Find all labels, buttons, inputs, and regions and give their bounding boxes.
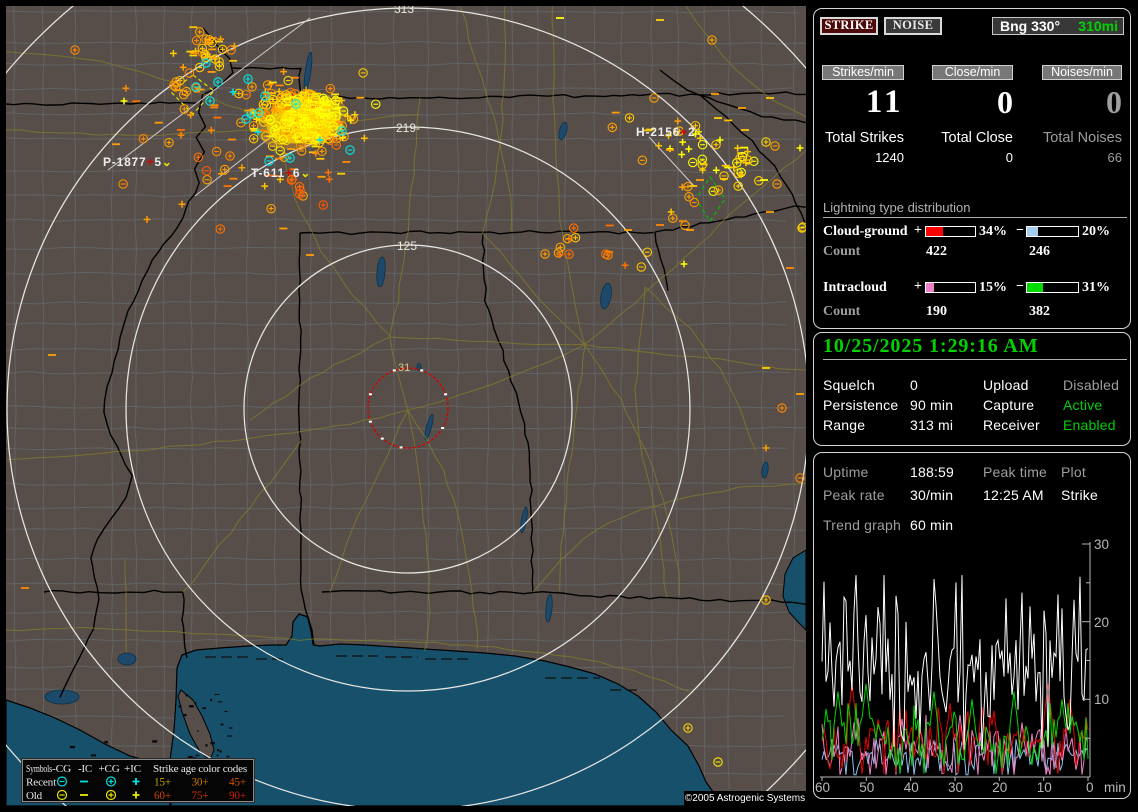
svg-text:90+: 90+ — [229, 788, 246, 802]
svg-text:30+: 30+ — [192, 775, 209, 789]
svg-text:125: 125 — [397, 239, 417, 253]
svg-text:-CG: -CG — [52, 764, 72, 775]
svg-text:+CG: +CG — [99, 764, 121, 775]
svg-text:50: 50 — [859, 780, 874, 795]
svg-text:Symbols: Symbols — [26, 764, 52, 775]
svg-text:+IC: +IC — [124, 764, 141, 775]
svg-text:0: 0 — [1086, 780, 1094, 795]
svg-text:-IC: -IC — [78, 764, 92, 775]
svg-text:20: 20 — [992, 780, 1007, 795]
svg-text:P-1877+5⌄: P-1877+5⌄ — [103, 155, 173, 169]
svg-text:10: 10 — [1094, 692, 1109, 707]
svg-text:T-611+6⌄: T-611+6⌄ — [251, 166, 311, 180]
svg-text:60+: 60+ — [154, 788, 171, 802]
svg-text:H-2156+2+: H-2156+2+ — [636, 125, 703, 139]
svg-text:30: 30 — [1094, 538, 1109, 552]
svg-text:40: 40 — [904, 780, 919, 795]
svg-text:75+: 75+ — [192, 788, 209, 802]
svg-text:15+: 15+ — [154, 775, 171, 789]
svg-text:313: 313 — [394, 6, 414, 16]
svg-text:Strike age color codes: Strike age color codes — [153, 764, 247, 775]
svg-text:31: 31 — [398, 362, 410, 374]
svg-text:20: 20 — [1094, 615, 1109, 630]
svg-text:60: 60 — [815, 780, 830, 795]
svg-text:10: 10 — [1037, 780, 1052, 795]
svg-text:30: 30 — [948, 780, 963, 795]
svg-text:min: min — [1104, 780, 1126, 795]
svg-text:Old: Old — [26, 791, 43, 802]
svg-text:45+: 45+ — [229, 775, 246, 789]
svg-text:Recent: Recent — [26, 778, 56, 789]
svg-text:219-: 219- — [396, 121, 420, 135]
